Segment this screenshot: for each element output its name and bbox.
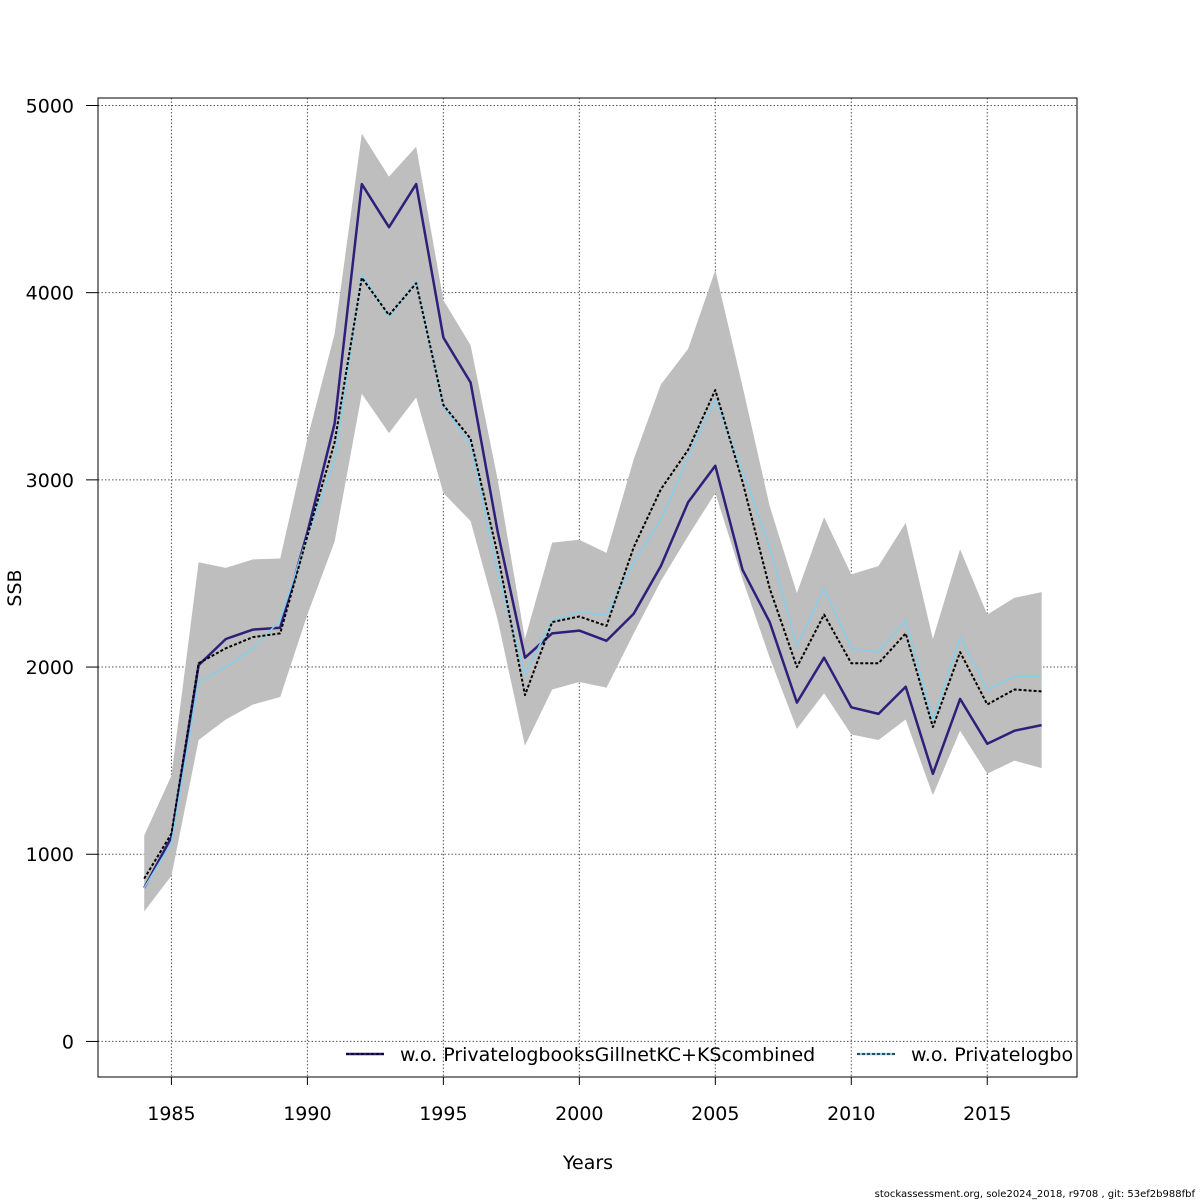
y-tick-label: 5000 [26, 95, 74, 117]
legend-label: w.o. PrivatelogbooksGillnetKC+KScombined [400, 1044, 815, 1066]
series-line-3 [143, 276, 1042, 880]
x-axis-title: Years [562, 1152, 613, 1174]
y-tick-label: 4000 [26, 283, 74, 305]
confidence-band-layer [144, 133, 1042, 912]
x-tick-label: 2000 [555, 1103, 603, 1125]
x-tick-label: 1985 [147, 1103, 195, 1125]
y-axis-title: SSB [4, 569, 26, 606]
series-layer [143, 182, 1042, 889]
legend-label: w.o. Privatelogbo [911, 1044, 1073, 1066]
legend: w.o. PrivatelogbooksGillnetKC+KScombined… [346, 1044, 1073, 1066]
x-tick-label: 2005 [691, 1103, 739, 1125]
plot-frame [97, 97, 1078, 1078]
y-tick-label: 2000 [26, 657, 74, 679]
x-tick-label: 2015 [963, 1103, 1011, 1125]
x-tick-label: 1990 [283, 1103, 331, 1125]
axes: 1985 1990 1995 2000 2005 2010 2015 0 1000 2000 300… [26, 95, 1012, 1125]
footer-credit: stockassessment.org, sole2024_2018, r970… [875, 1189, 1196, 1200]
y-tick-label: 1000 [26, 844, 74, 866]
confidence-band [144, 133, 1042, 912]
x-tick-label: 2010 [827, 1103, 875, 1125]
y-tick-label: 0 [62, 1031, 74, 1053]
series-line-2 [143, 273, 1042, 889]
y-tick-label: 3000 [26, 470, 74, 492]
x-tick-label: 1995 [419, 1103, 467, 1125]
